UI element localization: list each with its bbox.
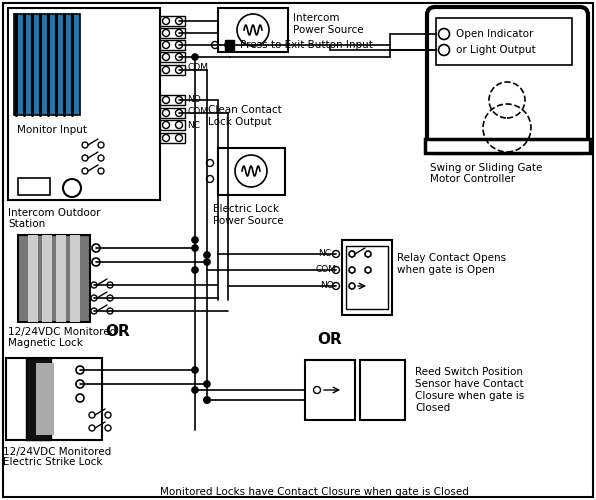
Text: 12/24VDC Monitored: 12/24VDC Monitored <box>3 447 111 457</box>
Text: 12/24VDC Monitored: 12/24VDC Monitored <box>8 327 116 337</box>
Bar <box>160 16 185 26</box>
Text: Power Source: Power Source <box>293 25 364 35</box>
Bar <box>360 360 405 420</box>
Text: Station: Station <box>8 219 45 229</box>
Text: Intercom Outdoor: Intercom Outdoor <box>8 208 101 218</box>
Circle shape <box>192 54 198 60</box>
Bar <box>42 235 52 322</box>
Circle shape <box>192 367 198 373</box>
Bar <box>342 240 392 315</box>
Bar <box>160 95 185 105</box>
Circle shape <box>204 397 210 403</box>
Circle shape <box>192 267 198 273</box>
Text: COM: COM <box>316 266 337 274</box>
Text: Electric Strike Lock: Electric Strike Lock <box>3 457 103 467</box>
Bar <box>218 8 288 52</box>
Bar <box>346 246 388 309</box>
Text: NC: NC <box>187 120 200 130</box>
Text: COM: COM <box>187 108 208 116</box>
Text: Power Source: Power Source <box>213 216 284 226</box>
Text: Intercom: Intercom <box>293 13 340 23</box>
Text: NO: NO <box>320 282 334 290</box>
Circle shape <box>192 245 198 251</box>
Circle shape <box>204 397 210 403</box>
Text: or Light Output: or Light Output <box>456 45 536 55</box>
FancyBboxPatch shape <box>427 7 588 153</box>
Text: Monitor Input: Monitor Input <box>17 125 87 135</box>
Circle shape <box>204 381 210 387</box>
Text: Magnetic Lock: Magnetic Lock <box>8 338 83 348</box>
Bar <box>160 28 185 38</box>
Bar <box>28 235 38 322</box>
Text: Relay Contact Opens: Relay Contact Opens <box>397 253 506 263</box>
Text: OR: OR <box>105 324 131 340</box>
Circle shape <box>192 387 198 393</box>
Text: Clean Contact: Clean Contact <box>208 105 282 115</box>
Text: Monitored Locks have Contact Closure when gate is Closed: Monitored Locks have Contact Closure whe… <box>160 487 469 497</box>
Circle shape <box>225 42 231 48</box>
Bar <box>305 360 355 420</box>
Bar <box>36 363 54 435</box>
Bar <box>18 178 50 195</box>
Bar <box>6 358 102 440</box>
Text: Press to Exit Button Input: Press to Exit Button Input <box>240 40 373 50</box>
Text: Motor Controller: Motor Controller <box>430 174 515 184</box>
Bar <box>436 18 572 65</box>
Bar <box>8 8 160 200</box>
Text: Lock Output: Lock Output <box>208 117 272 127</box>
Bar <box>160 120 185 130</box>
Bar <box>225 40 234 50</box>
Bar <box>18 235 90 322</box>
Bar <box>14 14 80 115</box>
Bar <box>160 108 185 118</box>
Bar <box>26 358 51 440</box>
Text: COM: COM <box>187 64 208 72</box>
Bar <box>160 65 185 75</box>
Bar <box>218 148 285 195</box>
Bar <box>160 133 185 143</box>
Bar <box>70 235 80 322</box>
Text: Electric Lock: Electric Lock <box>213 204 279 214</box>
Text: Closure when gate is: Closure when gate is <box>415 391 524 401</box>
Text: Closed: Closed <box>415 403 450 413</box>
Bar <box>160 52 185 62</box>
Text: Sensor have Contact: Sensor have Contact <box>415 379 524 389</box>
Circle shape <box>204 252 210 258</box>
Text: NC: NC <box>318 250 331 258</box>
Text: Swing or Sliding Gate: Swing or Sliding Gate <box>430 163 542 173</box>
Text: Reed Switch Position: Reed Switch Position <box>415 367 523 377</box>
Circle shape <box>192 237 198 243</box>
Bar <box>160 40 185 50</box>
Text: NO: NO <box>187 94 201 104</box>
Text: OR: OR <box>318 332 342 347</box>
Text: Open Indicator: Open Indicator <box>456 29 533 39</box>
Circle shape <box>204 259 210 265</box>
Text: when gate is Open: when gate is Open <box>397 265 495 275</box>
Bar <box>56 235 66 322</box>
Bar <box>425 139 590 153</box>
